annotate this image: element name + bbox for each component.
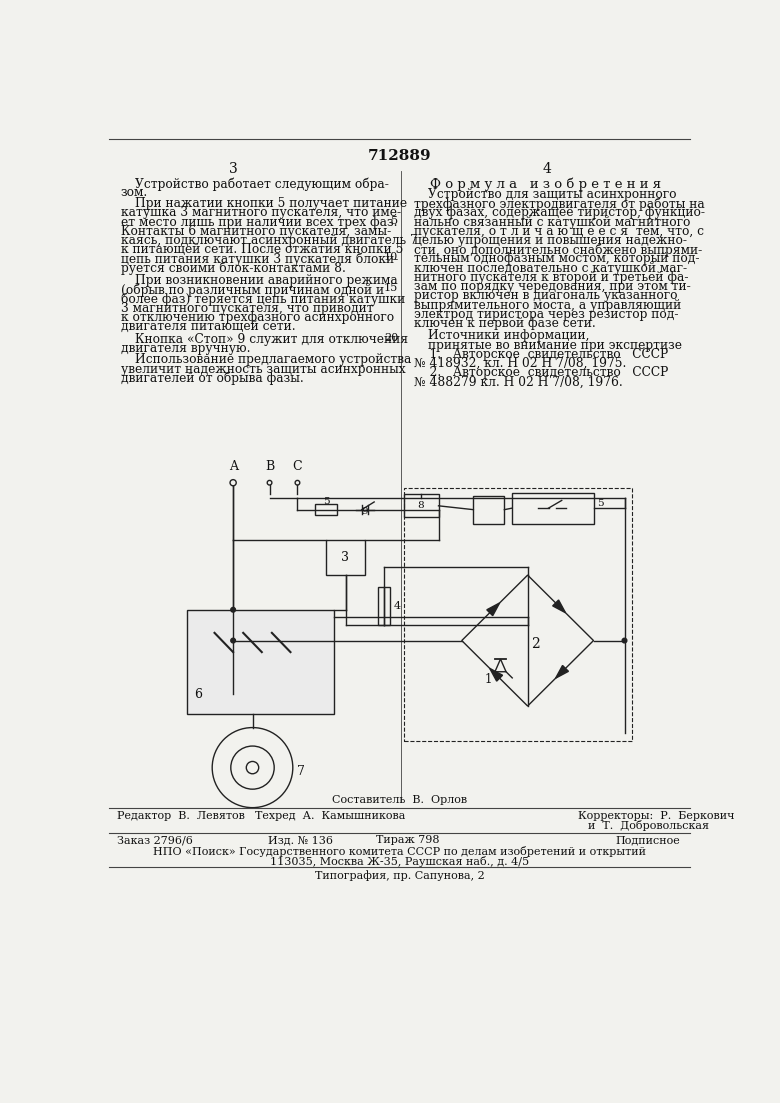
Text: 8: 8	[417, 501, 424, 511]
Text: 20: 20	[384, 333, 399, 343]
Text: выпрямительного моста, а управляющий: выпрямительного моста, а управляющий	[413, 299, 681, 312]
Text: более фаз) теряется цепь питания катушки: более фаз) теряется цепь питания катушки	[121, 292, 405, 306]
Text: № 418932, кл. H 02 H 7/08, 1975.: № 418932, кл. H 02 H 7/08, 1975.	[413, 357, 626, 371]
Text: 6: 6	[194, 688, 202, 702]
Text: катушка 3 магнитного пускателя, что име-: катушка 3 магнитного пускателя, что име-	[121, 206, 401, 219]
Text: нитного пускателя к второй и третьей фа-: нитного пускателя к второй и третьей фа-	[413, 271, 688, 283]
Text: Составитель  В.  Орлов: Составитель В. Орлов	[332, 794, 467, 804]
Text: Кнопка «Стоп» 9 служит для отключения: Кнопка «Стоп» 9 служит для отключения	[135, 333, 408, 345]
Text: 4: 4	[394, 601, 401, 611]
Bar	[326, 540, 365, 575]
Text: № 488279 кл. H 02 H 7/08, 1976.: № 488279 кл. H 02 H 7/08, 1976.	[413, 376, 622, 388]
Bar	[315, 504, 337, 515]
Polygon shape	[490, 668, 502, 682]
Text: к питающей сети. После отжатия кнопки 5: к питающей сети. После отжатия кнопки 5	[121, 244, 403, 256]
Circle shape	[622, 639, 627, 643]
Bar	[403, 494, 438, 517]
Text: сти, оно дополнительно снабжено выпрями-: сти, оно дополнительно снабжено выпрями-	[413, 244, 702, 257]
Text: ет место лишь при наличии всех трех фаз.: ет место лишь при наличии всех трех фаз.	[121, 215, 397, 228]
Bar	[473, 496, 505, 524]
Text: 15: 15	[384, 283, 399, 293]
Text: 1.   Авторское  свидетельство   СССР: 1. Авторское свидетельство СССР	[413, 347, 668, 361]
Text: (обрыв по различным причинам одной и: (обрыв по различным причинам одной и	[121, 283, 384, 297]
Text: цепь питания катушки 3 пускателя блоки-: цепь питания катушки 3 пускателя блоки-	[121, 253, 398, 266]
Text: 1: 1	[484, 673, 491, 686]
Text: 9: 9	[362, 506, 368, 516]
Text: 2.   Авторское  свидетельство   СССР: 2. Авторское свидетельство СССР	[413, 366, 668, 379]
Text: A: A	[229, 460, 238, 473]
Text: Ф о р м у л а   и з о б р е т е н и я: Ф о р м у л а и з о б р е т е н и я	[430, 176, 661, 191]
Text: 10: 10	[384, 253, 399, 263]
Text: зом.: зом.	[121, 186, 148, 200]
Text: 4: 4	[543, 162, 551, 175]
Text: пускателя, о т л и ч а ю щ е е с я  тем, что, с: пускателя, о т л и ч а ю щ е е с я тем, …	[413, 225, 704, 238]
Text: двигателя питающей сети.: двигателя питающей сети.	[121, 320, 296, 333]
Text: Редактор  В.  Левятов: Редактор В. Левятов	[117, 811, 245, 821]
Text: принятые во внимание при экспертизе: принятые во внимание при экспертизе	[427, 339, 682, 352]
Text: 3 магнитного пускателя, что приводит: 3 магнитного пускателя, что приводит	[121, 302, 374, 314]
Text: 5: 5	[323, 496, 329, 506]
Text: ключен последовательно с катушкой маг-: ключен последовательно с катушкой маг-	[413, 261, 687, 275]
Text: ключен к первой фазе сети.: ключен к первой фазе сети.	[413, 318, 595, 330]
Text: ристор включен в диагональ указанного: ристор включен в диагональ указанного	[413, 289, 677, 302]
Text: Подписное: Подписное	[615, 835, 680, 845]
Text: и  Т.  Добровольская: и Т. Добровольская	[588, 820, 709, 831]
Bar	[403, 489, 633, 740]
Text: 5: 5	[391, 215, 399, 225]
Text: 3: 3	[229, 162, 237, 175]
Text: трехфазного электродвигателя от работы на: трехфазного электродвигателя от работы н…	[413, 197, 704, 211]
Text: руется своими блок-контактами 8.: руется своими блок-контактами 8.	[121, 261, 346, 276]
Text: B: B	[265, 460, 275, 473]
Bar	[186, 610, 334, 714]
Text: 2: 2	[531, 638, 540, 652]
Text: Источники информации,: Источники информации,	[427, 330, 589, 342]
Text: 7: 7	[297, 765, 305, 778]
Circle shape	[231, 639, 236, 643]
Text: нально связанный с катушкой магнитного: нально связанный с катушкой магнитного	[413, 215, 690, 228]
Circle shape	[231, 608, 236, 612]
Polygon shape	[553, 600, 566, 613]
Text: 5: 5	[597, 499, 604, 507]
Text: Использование предлагаемого устройства: Использование предлагаемого устройства	[135, 353, 411, 366]
Text: Типография, пр. Сапунова, 2: Типография, пр. Сапунова, 2	[315, 870, 484, 881]
Text: Устройство для защиты асинхронного: Устройство для защиты асинхронного	[427, 188, 676, 201]
Text: При нажатии кнопки 5 получает питание: При нажатии кнопки 5 получает питание	[135, 197, 407, 210]
Polygon shape	[487, 603, 500, 615]
Bar	[378, 587, 391, 625]
Text: Тираж 798: Тираж 798	[376, 835, 439, 845]
Text: Изд. № 136: Изд. № 136	[268, 835, 333, 845]
Text: Контакты 6 магнитного пускателя, замы-: Контакты 6 магнитного пускателя, замы-	[121, 225, 391, 238]
Text: тельным однофазным мостом, который под-: тельным однофазным мостом, который под-	[413, 253, 699, 266]
Text: к отключению трехфазного асинхронного: к отключению трехфазного асинхронного	[121, 311, 394, 324]
Text: C: C	[292, 460, 303, 473]
Text: увеличит надежность защиты асинхронных: увеличит надежность защиты асинхронных	[121, 363, 406, 376]
Text: НПО «Поиск» Государственного комитета СССР по делам изобретений и открытий: НПО «Поиск» Государственного комитета СС…	[153, 846, 647, 857]
Text: Заказ 2796/6: Заказ 2796/6	[117, 835, 193, 845]
Text: целью упрощения и повышения надежно-: целью упрощения и повышения надежно-	[413, 234, 686, 247]
Text: 3: 3	[342, 550, 349, 564]
Text: электрод тиристора через резистор под-: электрод тиристора через резистор под-	[413, 308, 678, 321]
Text: двух фазах, содержащее тиристор, функцио-: двух фазах, содержащее тиристор, функцио…	[413, 206, 704, 219]
Text: 712889: 712889	[368, 149, 431, 163]
Text: Устройство работает следующим обра-: Устройство работает следующим обра-	[135, 176, 388, 191]
Text: При возникновении аварийного режима: При возникновении аварийного режима	[135, 274, 398, 287]
Text: каясь, подключают асинхронный двигатель 7: каясь, подключают асинхронный двигатель …	[121, 234, 417, 247]
Text: зам по порядку чередования, при этом ти-: зам по порядку чередования, при этом ти-	[413, 280, 690, 293]
Polygon shape	[555, 665, 569, 678]
Bar	[512, 493, 594, 524]
Text: двигателей от обрыва фазы.: двигателей от обрыва фазы.	[121, 372, 303, 385]
Text: Техред  А.  Камышникова: Техред А. Камышникова	[255, 811, 405, 821]
Text: 113035, Москва Ж-35, Раушская наб., д. 4/5: 113035, Москва Ж-35, Раушская наб., д. 4…	[270, 856, 530, 867]
Text: Корректоры:  Р.  Беркович: Корректоры: Р. Беркович	[578, 811, 735, 821]
Text: двигателя вручную.: двигателя вручную.	[121, 342, 250, 355]
